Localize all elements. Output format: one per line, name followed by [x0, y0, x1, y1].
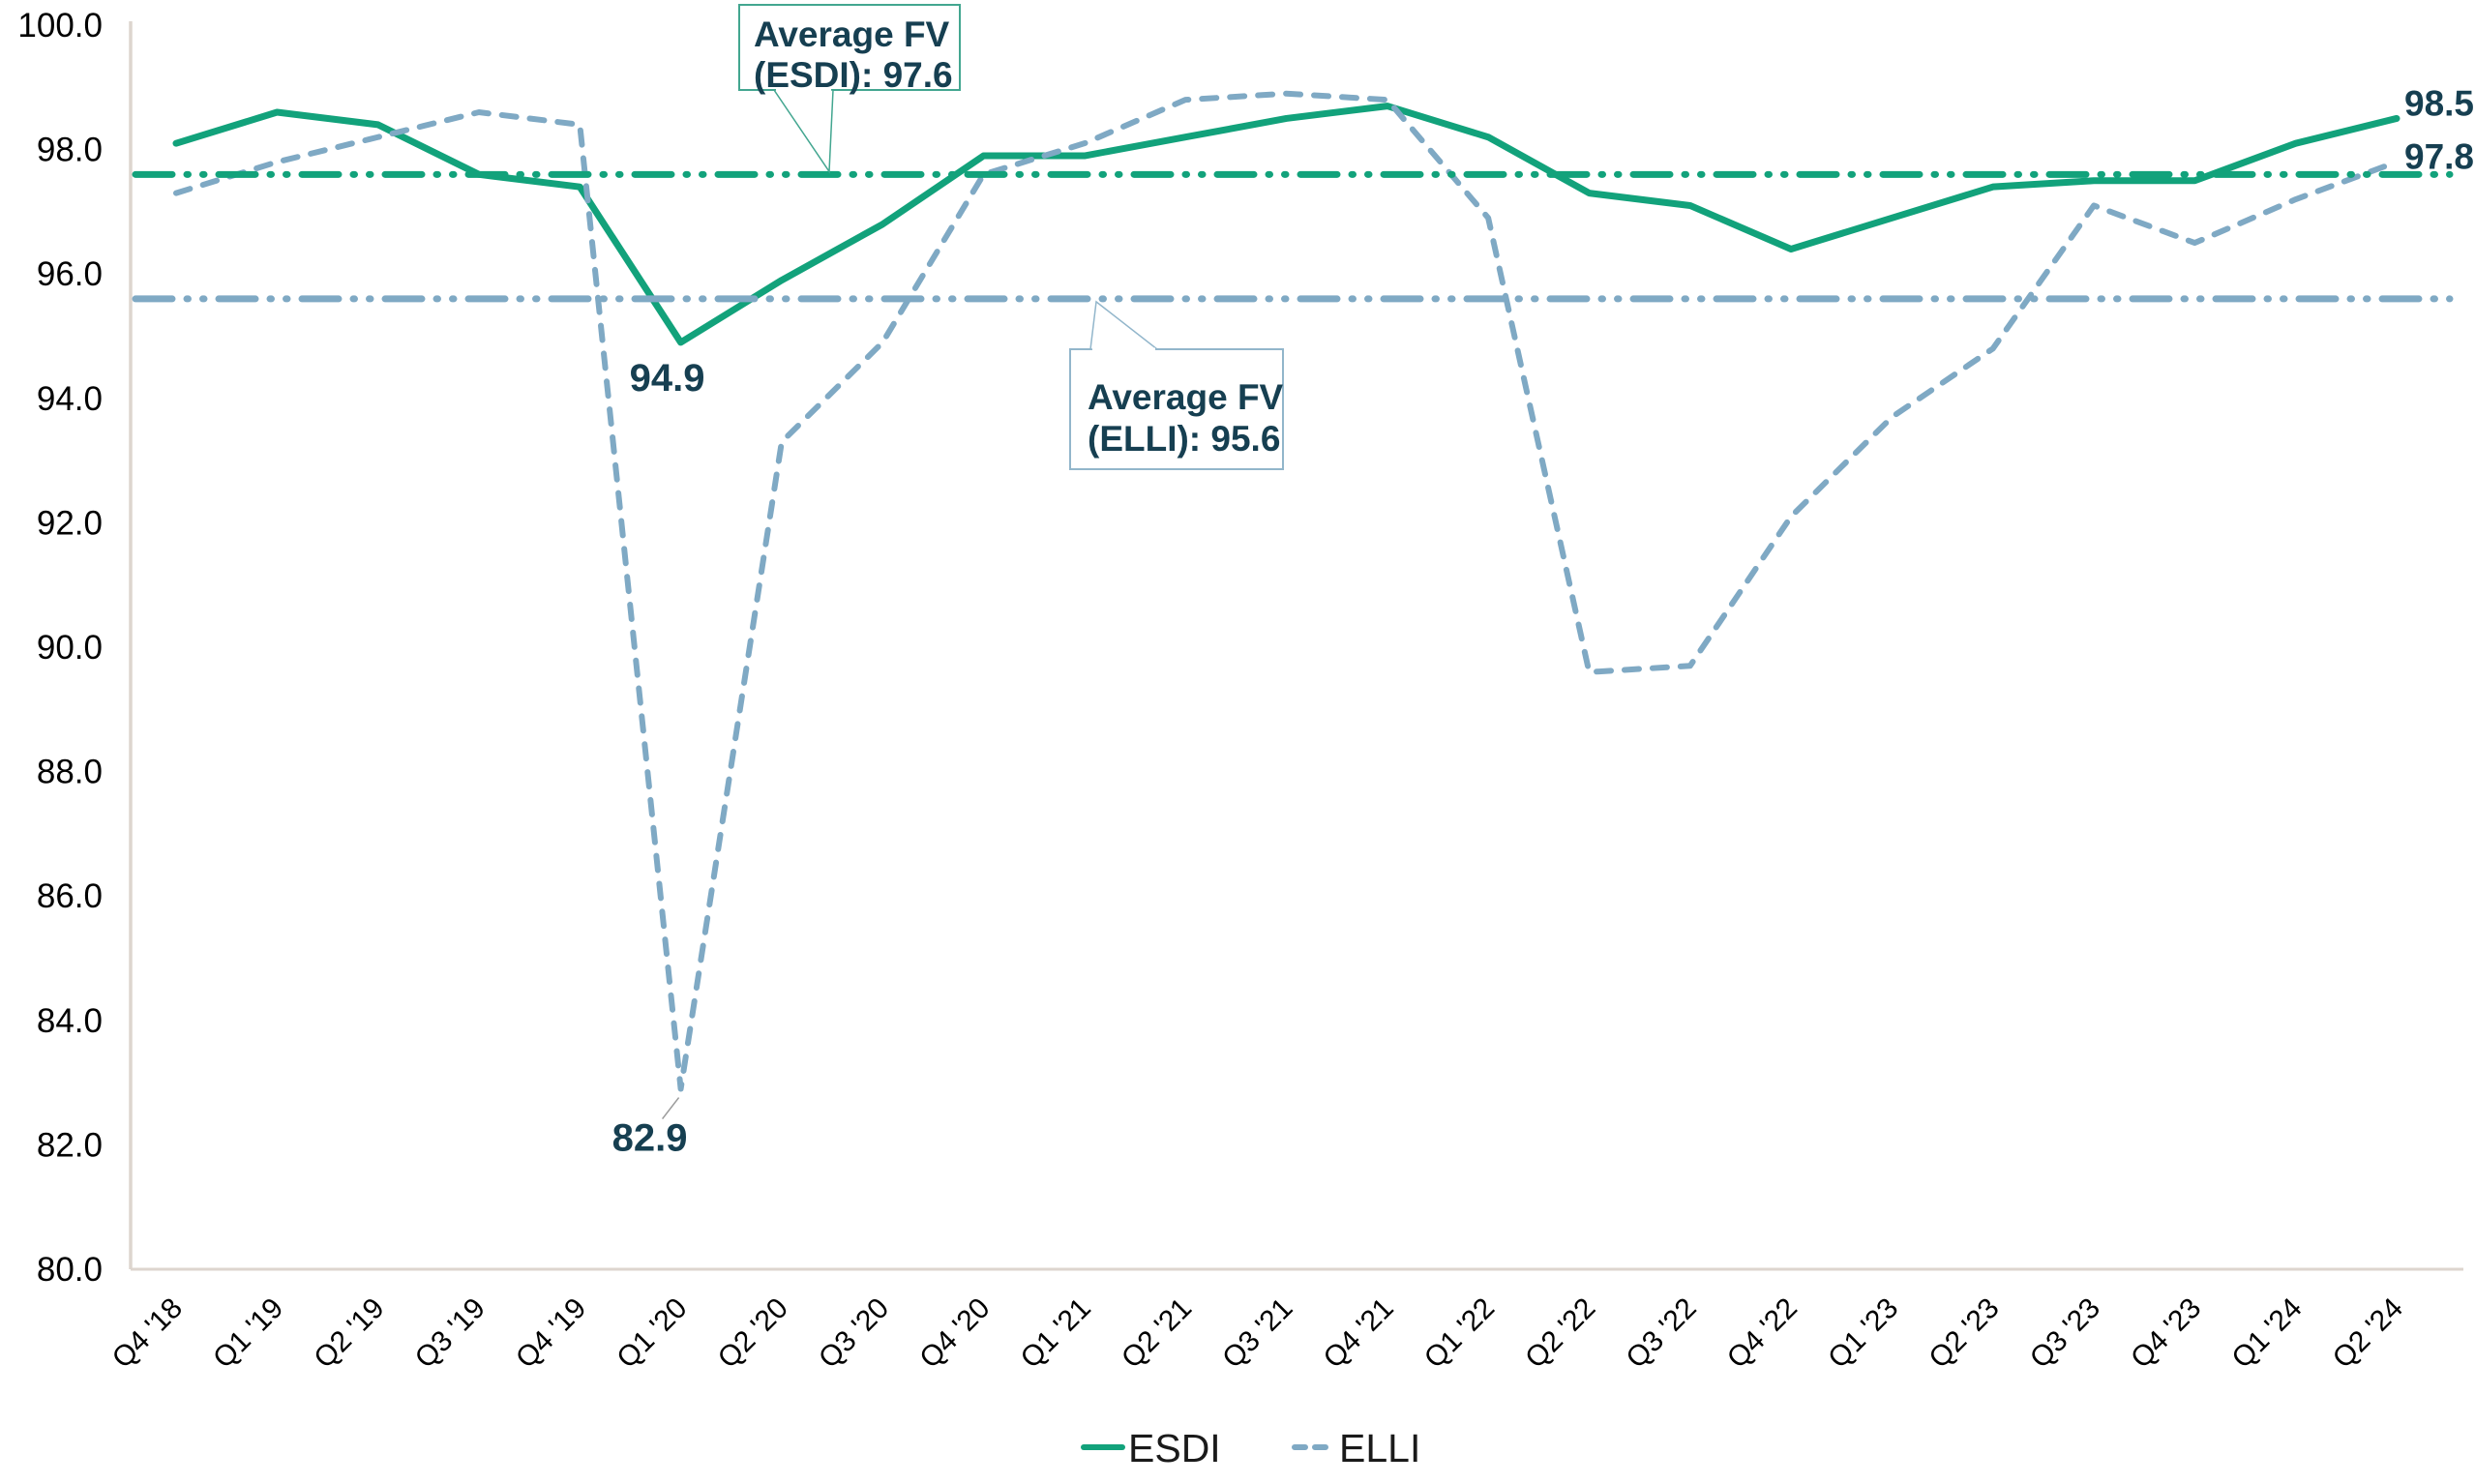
x-axis-tick-label: Q4 '18: [106, 1292, 189, 1375]
y-axis-tick-label: 80.0: [37, 1251, 103, 1289]
x-axis-tick-label: Q3 '19: [409, 1292, 492, 1375]
y-axis-tick-label: 86.0: [37, 877, 103, 915]
elli-min-leader-line: [661, 1097, 680, 1119]
y-axis-tick-label: 100.0: [17, 7, 103, 45]
x-axis-tick-label: Q4 '22: [1721, 1292, 1804, 1375]
y-axis-tick-label: 88.0: [37, 754, 103, 791]
x-axis-tick-label: Q3 '21: [1216, 1292, 1298, 1375]
x-axis-tick-label: Q2 '20: [712, 1292, 794, 1375]
legend-label-esdi: ESDI: [1128, 1426, 1221, 1470]
x-axis-tick-label: Q1 '23: [1822, 1292, 1904, 1375]
esdi-min-point-label: 94.9: [630, 357, 705, 400]
elli-end-label: 97.8: [2404, 136, 2474, 176]
elli-callout-text-line2: (ELLI): 95.6: [1088, 419, 1280, 459]
x-axis-tick-label: Q1 '20: [611, 1292, 693, 1375]
x-axis-tick-label: Q2 '22: [1519, 1292, 1601, 1375]
y-axis-tick-label: 94.0: [37, 380, 103, 418]
elli-callout-pointer: [1089, 300, 1160, 350]
legend-item-esdi: ESDI: [1081, 1426, 1221, 1470]
x-axis-tick-label: Q1 '24: [2225, 1292, 2308, 1375]
esdi-end-label: 98.5: [2404, 83, 2474, 123]
y-axis-tick-label: 98.0: [37, 132, 103, 169]
elli-line: [173, 90, 2400, 1092]
elli-min-point-label: 82.9: [612, 1117, 688, 1160]
x-axis-tick-label: Q2 '23: [1923, 1292, 2006, 1375]
legend-label-elli: ELLI: [1339, 1426, 1420, 1470]
y-axis-tick-label: 92.0: [37, 504, 103, 542]
x-axis-tick-label: Q1 '21: [1015, 1292, 1097, 1375]
x-axis-tick-label: Q4 '20: [913, 1292, 996, 1375]
elli-average-callout: Average FV(ELLI): 95.6: [1069, 300, 1284, 470]
x-axis-tick-label: Q1 '22: [1418, 1292, 1501, 1375]
x-axis-tick-label: Q3 '20: [813, 1292, 895, 1375]
y-axis-tick-label: 84.0: [37, 1002, 103, 1040]
x-axis-tick-label: Q2 '19: [308, 1292, 390, 1375]
esdi-average-callout: Average FV(ESDI): 97.6: [738, 4, 961, 174]
legend-item-elli: ELLI: [1292, 1426, 1420, 1470]
x-axis-tick-label: Q2 '24: [2327, 1292, 2409, 1375]
x-axis-tick-label: Q3 '22: [1621, 1292, 1703, 1375]
esdi-line: [172, 103, 2400, 346]
x-axis-tick-label: Q2 '21: [1116, 1292, 1198, 1375]
esdi-callout-pointer: [772, 89, 834, 174]
y-axis-tick-label: 90.0: [37, 629, 103, 667]
elli-callout-box: [1069, 348, 1284, 470]
x-axis-tick-label: Q3 '23: [2024, 1292, 2106, 1375]
esdi-callout-text-line2: (ESDI): 97.6: [754, 55, 953, 95]
x-axis-tick-label: Q4 '23: [2125, 1292, 2207, 1375]
x-axis-tick-label: Q1 '19: [207, 1292, 289, 1375]
x-axis-tick-label: Q4 '19: [510, 1292, 592, 1375]
x-axis-tick-label: Q4 '21: [1318, 1292, 1400, 1375]
elli-callout-text-line1: Average FV: [1088, 377, 1284, 417]
esdi-callout-box: [738, 4, 961, 91]
y-axis-tick-label: 82.0: [37, 1126, 103, 1164]
y-axis-tick-label: 96.0: [37, 255, 103, 293]
esdi-callout-text-line1: Average FV: [754, 15, 950, 54]
